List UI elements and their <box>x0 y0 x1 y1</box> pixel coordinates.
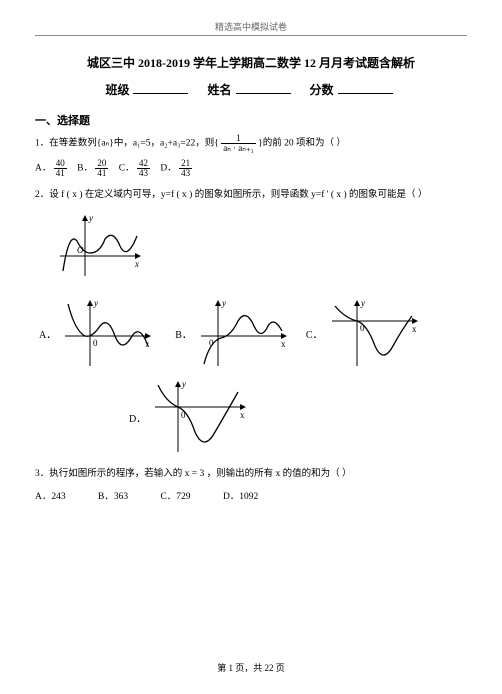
q1-options: A． 4041 B． 2041 C． 4243 D． 2143 <box>35 159 467 178</box>
svg-text:y: y <box>181 379 186 389</box>
score-blank <box>338 82 393 94</box>
q1-opt-d: D． 2143 <box>160 159 192 178</box>
question-3: 3．执行如图所示的程序，若输入的 x = 3 ，则输出的所有 x 的值的和为（ … <box>35 467 467 482</box>
q3-opt-d: D．1092 <box>223 488 258 502</box>
svg-text:y: y <box>88 213 93 223</box>
svg-text:y: y <box>221 298 226 308</box>
q2-label-b: B． <box>175 326 192 341</box>
graph-option-a: y x 0 <box>60 296 155 371</box>
graph-original: y x O <box>55 211 145 281</box>
q3-options: A．243 B．363 C．729 D．1092 <box>35 488 467 502</box>
question-1: 1．在等差数列{aₙ}中，a₁=5，a₂+a₃=22，则{ 1 aₙ · aₙ₊… <box>35 134 467 153</box>
q1-d-label: D． <box>160 164 176 174</box>
score-label: 分数 <box>310 83 334 97</box>
page-footer: 第 1 页，共 22 页 <box>0 661 502 674</box>
graph-option-d: y x 0 <box>150 377 250 457</box>
name-label: 姓名 <box>207 83 231 97</box>
exam-title: 城区三中 2018-2019 学年上学期高二数学 12 月月考试题含解析 <box>35 54 467 71</box>
q1-c-den: 43 <box>137 169 150 178</box>
q1-fraction: 1 aₙ · aₙ₊₁ <box>221 134 256 153</box>
svg-text:x: x <box>281 339 286 349</box>
q3-opt-b: B．363 <box>98 488 128 502</box>
class-blank <box>133 82 188 94</box>
q1-a-label: A． <box>35 164 51 174</box>
q3-opt-c: C．729 <box>160 488 190 502</box>
q1-a-den: 41 <box>54 169 67 178</box>
question-2: 2．设 f ( x ) 在定义域内可导，y=f ( x ) 的图象如图所示，则导… <box>35 188 467 203</box>
q2-original-graph: y x O <box>55 211 467 284</box>
graph-option-c: y x 0 <box>327 296 422 371</box>
header-divider <box>35 35 467 36</box>
graph-option-b: y x 0 <box>196 296 291 371</box>
q2-label-d: D． <box>129 410 146 425</box>
class-label: 班级 <box>105 83 129 97</box>
q1-opt-b: B． 2041 <box>77 159 108 178</box>
header-text: 精选高中模拟试卷 <box>35 20 467 33</box>
info-row: 班级 姓名 分数 <box>35 81 467 98</box>
q3-opt-a: A．243 <box>35 488 66 502</box>
q2-options-row1: A． y x 0 B． y x 0 C． y x 0 <box>35 296 467 371</box>
q2-options-row2: D． y x 0 <box>125 377 467 457</box>
section-title: 一、选择题 <box>35 112 467 128</box>
svg-text:y: y <box>93 298 98 308</box>
svg-text:0: 0 <box>93 338 98 348</box>
svg-text:y: y <box>360 298 365 308</box>
q1-c-label: C． <box>119 164 135 174</box>
q2-label-c: C． <box>306 326 323 341</box>
q1-frac-den: aₙ · aₙ₊₁ <box>221 144 256 153</box>
name-blank <box>236 82 291 94</box>
svg-text:x: x <box>412 324 417 334</box>
q1-d-den: 43 <box>179 169 192 178</box>
svg-text:x: x <box>240 410 245 420</box>
q1-b-den: 41 <box>95 169 108 178</box>
q1-suffix: }的前 20 项和为（ ） <box>258 139 346 149</box>
q2-label-a: A． <box>39 326 56 341</box>
q1-opt-c: C． 4243 <box>119 159 150 178</box>
q1-prefix: 1．在等差数列{aₙ}中，a₁=5，a₂+a₃=22，则{ <box>35 139 219 149</box>
svg-text:x: x <box>134 259 139 269</box>
q1-b-label: B． <box>77 164 93 174</box>
q1-opt-a: A． 4041 <box>35 159 67 178</box>
